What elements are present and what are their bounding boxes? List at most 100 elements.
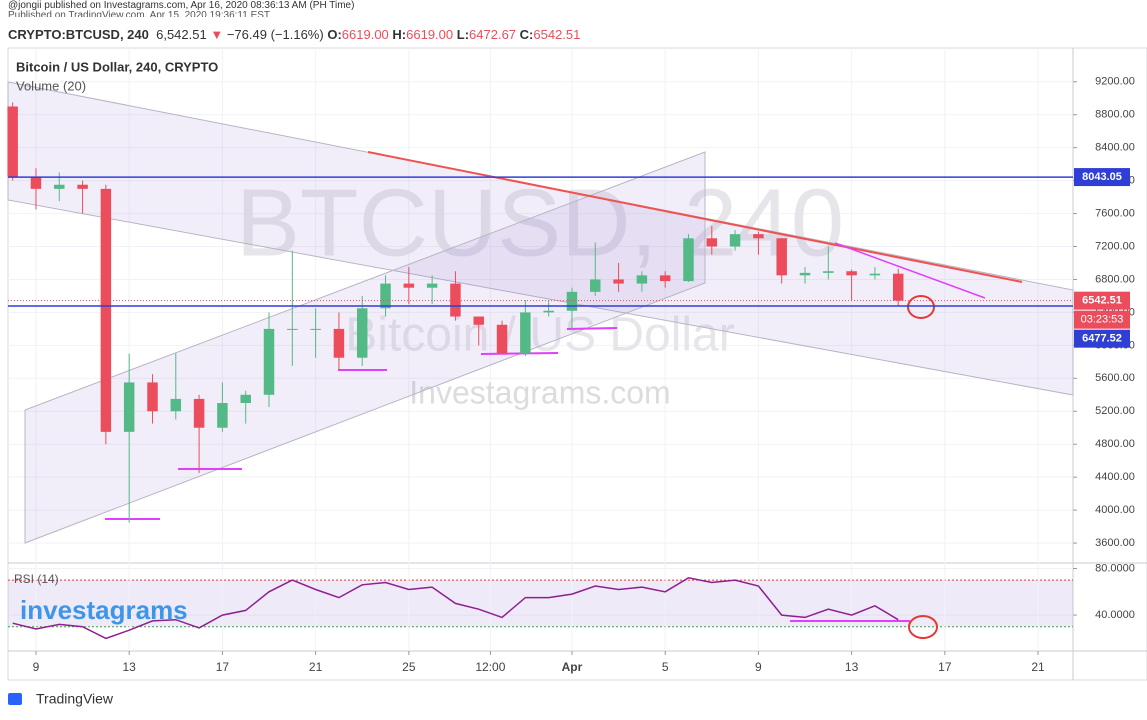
x-tick-label: 9	[33, 660, 40, 674]
trend-line	[834, 242, 986, 299]
candle-body	[613, 279, 624, 284]
quote-line: CRYPTO:BTCUSD, 240 6,542.51 ▼ −76.49 (−1…	[8, 27, 580, 42]
y-tick-label: 7200.00	[1095, 240, 1135, 252]
rsi-title: RSI (14)	[14, 572, 59, 586]
ohlc-label: C:	[519, 27, 534, 42]
countdown: 03:23:53	[1081, 314, 1124, 326]
candle-body	[823, 271, 834, 273]
y-tick-label: 5600.00	[1095, 372, 1135, 384]
candle-body	[240, 394, 251, 404]
candle-body	[403, 283, 415, 288]
support-lines	[105, 327, 910, 622]
candle-body	[100, 188, 112, 432]
y-tick-label: 5200.00	[1095, 405, 1135, 417]
y-tick-label: 8400.00	[1095, 142, 1135, 154]
last: 6,542.51	[156, 27, 207, 42]
candle-body	[30, 176, 42, 189]
trend-line	[367, 151, 1023, 283]
ohlc-label: H:	[392, 27, 407, 42]
ohlc: O:6619.00 H:6619.00 L:6472.67 C:6542.51	[327, 27, 580, 42]
candle-body	[380, 283, 391, 309]
ohlc-value: 6619.00	[406, 27, 454, 42]
candle-body	[776, 238, 787, 276]
marks: 8043.05 6542.51 03:23:53 6477.52	[7, 102, 1130, 640]
candle-body	[892, 273, 904, 301]
y-tick-label: 7600.00	[1095, 207, 1135, 219]
price-label: 8043.05	[1082, 171, 1122, 183]
x-tick-label: 21	[1031, 660, 1045, 674]
x-tick-label: 13	[123, 660, 137, 674]
last-price-label: 6542.51	[1082, 295, 1122, 307]
frame	[7, 47, 1147, 681]
x-tick-label: 5	[662, 660, 669, 674]
candle-body	[869, 273, 881, 276]
candle-body	[77, 184, 88, 189]
candle-body	[333, 328, 345, 358]
y-tick-label: 40.0000	[1095, 609, 1135, 621]
y-tick-label: 80.0000	[1095, 562, 1135, 574]
x-tick-label: Apr	[562, 660, 583, 674]
x-tick-label: 13	[845, 660, 859, 674]
candle-body	[426, 283, 438, 288]
candle-body	[706, 238, 718, 247]
published: Published on TradingView.com, Apr 15, 20…	[8, 10, 271, 17]
chart-subtitle: Volume (20)	[16, 78, 86, 93]
x-tick-label: 17	[216, 660, 230, 674]
candle-body	[659, 275, 671, 282]
price-label-box	[1074, 329, 1130, 348]
candle-body	[147, 382, 158, 412]
x-tick-label: 25	[402, 660, 416, 674]
support-line	[480, 352, 559, 355]
arrow: ▼	[210, 27, 224, 42]
candle-body	[473, 316, 484, 325]
highlight-circle	[908, 615, 938, 639]
change: −76.49 (−1.16%)	[226, 27, 324, 42]
highlight-circle	[907, 295, 935, 319]
y-tick-label: 4400.00	[1095, 471, 1135, 483]
brand: TradingView	[8, 691, 114, 707]
watermark-site: Investagrams.com	[409, 374, 670, 410]
y-tick-label: 4800.00	[1095, 438, 1135, 450]
countdown-box	[1074, 310, 1130, 329]
candle-body	[636, 275, 648, 284]
y-tick-label: 8800.00	[1095, 109, 1135, 121]
brand-icon	[8, 693, 22, 705]
price-label: 6477.52	[1082, 333, 1122, 345]
ohlc-label: O:	[327, 27, 342, 42]
price-label-box	[1074, 168, 1130, 187]
support-line	[566, 327, 618, 330]
candle-body	[217, 403, 228, 428]
x-tick-label: 21	[309, 660, 323, 674]
y-tick-label: 6800.00	[1095, 273, 1135, 285]
x-tick-label: 17	[938, 660, 952, 674]
ohlc-label: L:	[456, 27, 470, 42]
ohlc-value: 6542.51	[533, 27, 581, 42]
last-price-label-box	[1074, 291, 1130, 310]
candle-body	[590, 279, 601, 292]
candle-body	[799, 272, 811, 276]
candle-body	[54, 184, 65, 189]
candle-body	[450, 283, 461, 317]
ohlc-value: 6472.67	[469, 27, 517, 42]
candle-body	[543, 310, 554, 313]
candle-body	[7, 106, 18, 177]
y-tick-label: 4000.00	[1095, 504, 1135, 516]
x-tick-label: 12:00	[475, 660, 505, 674]
candle-body	[310, 328, 321, 330]
chart-title: Bitcoin / US Dollar, 240, CRYPTO	[16, 59, 218, 74]
ohlc-value: 6619.00	[341, 27, 389, 42]
brand-name: TradingView	[36, 691, 114, 707]
candle-body	[263, 328, 275, 395]
candle-body	[846, 271, 857, 276]
candle-body	[683, 238, 694, 282]
symbol: CRYPTO:BTCUSD, 240	[8, 27, 149, 42]
rsi-line	[12, 577, 899, 640]
candle-body	[496, 324, 508, 354]
logo: investagrams	[20, 595, 188, 625]
candle-body	[193, 398, 205, 428]
candle-body	[520, 312, 531, 354]
candle-body	[729, 234, 741, 247]
candle-body	[753, 234, 764, 239]
